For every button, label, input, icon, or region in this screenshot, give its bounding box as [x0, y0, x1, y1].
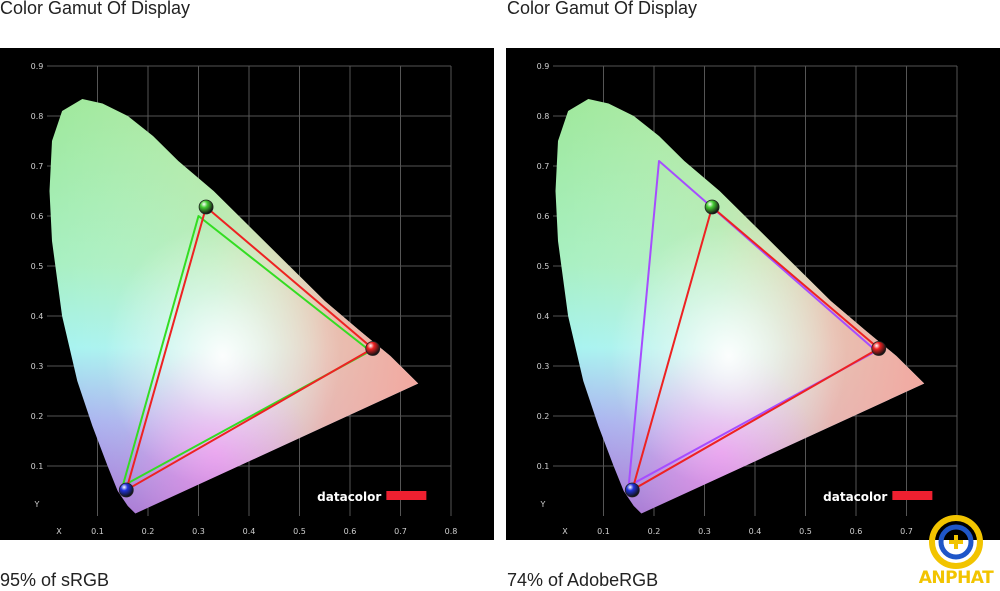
y-tick-label: Y — [34, 500, 40, 509]
y-tick-label: 0.3 — [537, 362, 550, 371]
primary-point — [704, 199, 720, 215]
x-tick-label: 0.8 — [445, 527, 458, 536]
y-tick-label: 0.6 — [537, 212, 550, 221]
x-tick-label: 0.6 — [850, 527, 863, 536]
y-tick-label: 0.1 — [31, 462, 44, 471]
x-tick-label: 0.4 — [749, 527, 762, 536]
y-tick-label: 0.4 — [537, 312, 550, 321]
x-tick-label: X — [562, 527, 568, 536]
y-tick-label: 0.2 — [31, 412, 44, 421]
datacolor-watermark: datacolor — [823, 490, 887, 504]
panel-2-caption: 74% of AdobeRGB — [507, 570, 659, 590]
spectral-locus-shade — [555, 99, 925, 514]
chart-srgb: X 0.1 0.2 0.3 0.4 0.5 0.6 0.7 0.8 Y 0.1 0.2 0.3 0.4 0.… — [0, 48, 494, 540]
y-tick-label: 0.5 — [31, 262, 44, 271]
measured-gamut-triangle — [125, 206, 374, 491]
x-tick-label: 0.2 — [648, 527, 661, 536]
datacolor-watermark: datacolor — [317, 490, 381, 504]
reference-gamut-triangle — [121, 215, 372, 487]
x-tick-label: 0.1 — [597, 527, 610, 536]
datacolor-bar — [892, 491, 933, 500]
y-tick-label: Y — [540, 500, 546, 509]
x-tick-label: 0.1 — [91, 527, 104, 536]
gamut-chart-srgb: X 0.1 0.2 0.3 0.4 0.5 0.6 0.7 0.8 Y 0.1 0.2 0.3 0.4 0.… — [31, 62, 458, 536]
x-tick-label: 0.7 — [900, 527, 913, 536]
panel-1-caption: 95% of sRGB — [0, 570, 110, 590]
y-tick-label: 0.4 — [31, 312, 44, 321]
x-tick-label: 0.4 — [243, 527, 256, 536]
anphat-emblem-icon — [929, 515, 983, 569]
datacolor-bar — [386, 491, 427, 500]
x-tick-label: 0.2 — [142, 527, 155, 536]
spectral-locus-shade — [49, 99, 419, 514]
reference-gamut-triangle — [627, 160, 878, 487]
y-tick-label: 0.8 — [31, 112, 44, 121]
x-tick-label: 0.5 — [293, 527, 306, 536]
y-tick-label: 0.9 — [31, 62, 44, 71]
x-tick-label: 0.6 — [344, 527, 357, 536]
panel-2-title: Color Gamut Of Display — [507, 0, 698, 18]
y-tick-label: 0.3 — [31, 362, 44, 371]
y-tick-label: 0.9 — [537, 62, 550, 71]
chart-adobergb: X 0.1 0.2 0.3 0.4 0.5 0.6 0.7 Y 0.1 0.2 0.3 0.4 0.5 0.… — [506, 48, 1000, 540]
logo-text: ANPHAT — [918, 568, 994, 588]
y-tick-label: 0.7 — [537, 162, 550, 171]
x-tick-label: 0.3 — [698, 527, 711, 536]
primary-point — [118, 482, 134, 498]
y-tick-label: 0.8 — [537, 112, 550, 121]
y-tick-label: 0.1 — [537, 462, 550, 471]
anphat-logo: ANPHAT — [916, 512, 996, 590]
y-tick-label: 0.6 — [31, 212, 44, 221]
gamut-chart-adobergb: X 0.1 0.2 0.3 0.4 0.5 0.6 0.7 Y 0.1 0.2 0.3 0.4 0.5 0.… — [537, 62, 958, 536]
primary-point — [871, 341, 887, 356]
y-tick-label: 0.5 — [537, 262, 550, 271]
x-tick-label: 0.5 — [799, 527, 812, 536]
primary-point — [365, 341, 381, 356]
primary-point — [198, 199, 214, 215]
x-tick-label: X — [56, 527, 62, 536]
y-tick-label: 0.7 — [31, 162, 44, 171]
x-tick-label: 0.3 — [192, 527, 205, 536]
y-tick-label: 0.2 — [537, 412, 550, 421]
panel-1-title: Color Gamut Of Display — [0, 0, 191, 18]
primary-point — [624, 482, 640, 498]
x-tick-label: 0.7 — [394, 527, 407, 536]
measured-gamut-triangle — [631, 206, 880, 491]
